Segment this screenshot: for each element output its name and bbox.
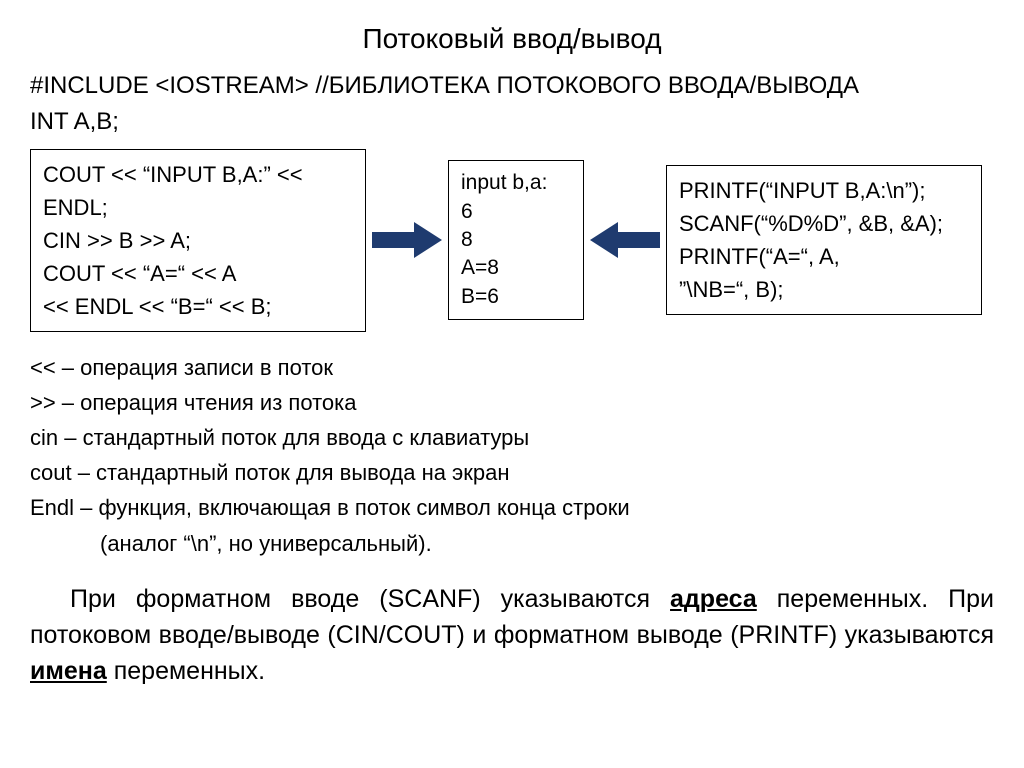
c-printf-box: PRINTF(“INPUT B,A:\n”); SCANF(“%D%D”, &B… [666, 165, 982, 315]
code-line: COUT << “INPUT B,A:” << ENDL; [43, 158, 353, 224]
code-boxes-row: COUT << “INPUT B,A:” << ENDL; CIN >> B >… [30, 149, 994, 332]
out-line: 8 [461, 226, 571, 254]
op-line: cin – стандартный поток для ввода с клав… [30, 420, 994, 455]
out-line: A=8 [461, 254, 571, 282]
op-line: >> – операция чтения из потока [30, 385, 994, 420]
operators-list: << – операция записи в поток >> – операц… [30, 350, 994, 561]
page-title: Потоковый ввод/вывод [30, 20, 994, 58]
para-text: ) указываются [472, 585, 670, 613]
code-line: PRINTF(“INPUT B,A:\n”); [679, 174, 969, 207]
output-box: input b,a: 6 8 A=8 B=6 [448, 160, 584, 320]
cpp-stream-box: COUT << “INPUT B,A:” << ENDL; CIN >> B >… [30, 149, 366, 332]
addresses-word: адреса [670, 585, 757, 613]
code-line: ”\NB=“, B); [679, 273, 969, 306]
op-line: << – операция записи в поток [30, 350, 994, 385]
names-word: имена [30, 657, 107, 685]
arrow-shape [590, 222, 660, 258]
para-text: ) указываются [829, 621, 994, 649]
code-line: SCANF(“%D%D”, &B, &A); [679, 207, 969, 240]
code-line: PRINTF(“A=“, A, [679, 240, 969, 273]
para-text: переменных. [107, 657, 265, 685]
decl-line: INT A,B; [30, 106, 994, 138]
arrow-left-cell [584, 220, 666, 260]
arrow-right-cell [366, 220, 448, 260]
include-line: #INCLUDE <IOSTREAM> //БИБЛИОТЕКА ПОТОКОВ… [30, 70, 994, 102]
arrow-right-icon [372, 220, 442, 260]
out-line: 6 [461, 198, 571, 226]
code-line: CIN >> B >> A; [43, 224, 353, 257]
code-line: << ENDL << “B=“ << B; [43, 290, 353, 323]
scanf-word: SCANF [388, 585, 473, 613]
para-text: При форматном вводе ( [70, 585, 388, 613]
out-line: input b,a: [461, 169, 571, 197]
op-line: cout – стандартный поток для вывода на э… [30, 455, 994, 490]
out-line: B=6 [461, 283, 571, 311]
code-line: COUT << “A=“ << A [43, 257, 353, 290]
para-text: ) и форматном выводе ( [457, 621, 739, 649]
cincout-word: CIN/COUT [336, 621, 457, 649]
op-line: Endl – функция, включающая в поток симво… [30, 490, 994, 525]
arrow-shape [372, 222, 442, 258]
printf-word: PRINTF [739, 621, 829, 649]
summary-paragraph: При форматном вводе (SCANF) указываются … [30, 581, 994, 690]
op-line: (аналог “\n”, но универсальный). [30, 526, 994, 561]
arrow-left-icon [590, 220, 660, 260]
